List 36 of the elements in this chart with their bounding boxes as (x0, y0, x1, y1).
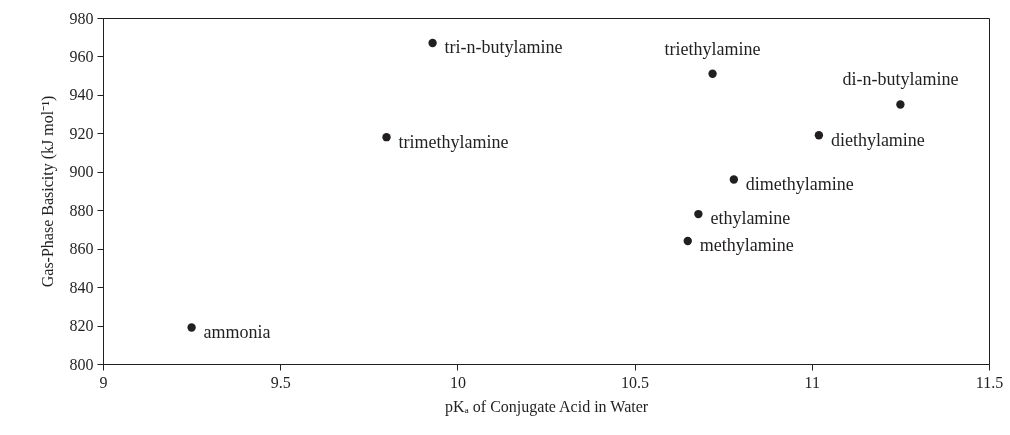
x-tick-label: 11.5 (975, 373, 1004, 391)
point (814, 131, 824, 140)
y-tick-label: 940 (69, 86, 94, 104)
annotation: triethylamine (664, 38, 761, 59)
annotation: diethylamine (830, 130, 925, 151)
y-tick-label: 920 (69, 124, 94, 142)
y-tick-label: 800 (69, 355, 94, 373)
point (729, 175, 739, 184)
y-tick-label: 980 (69, 9, 94, 27)
point (708, 69, 717, 78)
point (694, 209, 703, 219)
x-tick-label: 9 (99, 373, 108, 391)
point (187, 323, 196, 332)
annotation: di-n-butylamine (842, 68, 959, 89)
point (683, 236, 692, 246)
y-tick-label: 860 (69, 240, 94, 258)
annotation: tri-n-butylamine (444, 36, 563, 57)
x-tick-label: 10 (449, 373, 466, 391)
point (896, 100, 905, 109)
x-tick-label: 11 (804, 373, 820, 391)
y-tick-label: 900 (69, 163, 94, 181)
x-tick-label: 9.5 (270, 373, 291, 391)
annotation: ethylamine (710, 208, 791, 229)
annotation: methylamine (699, 234, 794, 255)
y-axis-title: Gas-Phase Basicity (kJ mol⁻¹) (38, 95, 57, 288)
point (382, 133, 391, 142)
y-tick-label: 820 (69, 317, 94, 335)
annotation: dimethylamine (745, 174, 854, 195)
y-tick-label: 960 (69, 47, 94, 65)
y-tick-label: 840 (69, 278, 94, 296)
x-axis-title: pKₐ of Conjugate Acid in Water (444, 397, 649, 416)
y-tick-label: 880 (69, 201, 94, 219)
annotation: ammonia (203, 322, 271, 343)
point (428, 38, 437, 48)
x-tick-label: 10.5 (621, 373, 650, 391)
annotation: trimethylamine (398, 132, 509, 153)
